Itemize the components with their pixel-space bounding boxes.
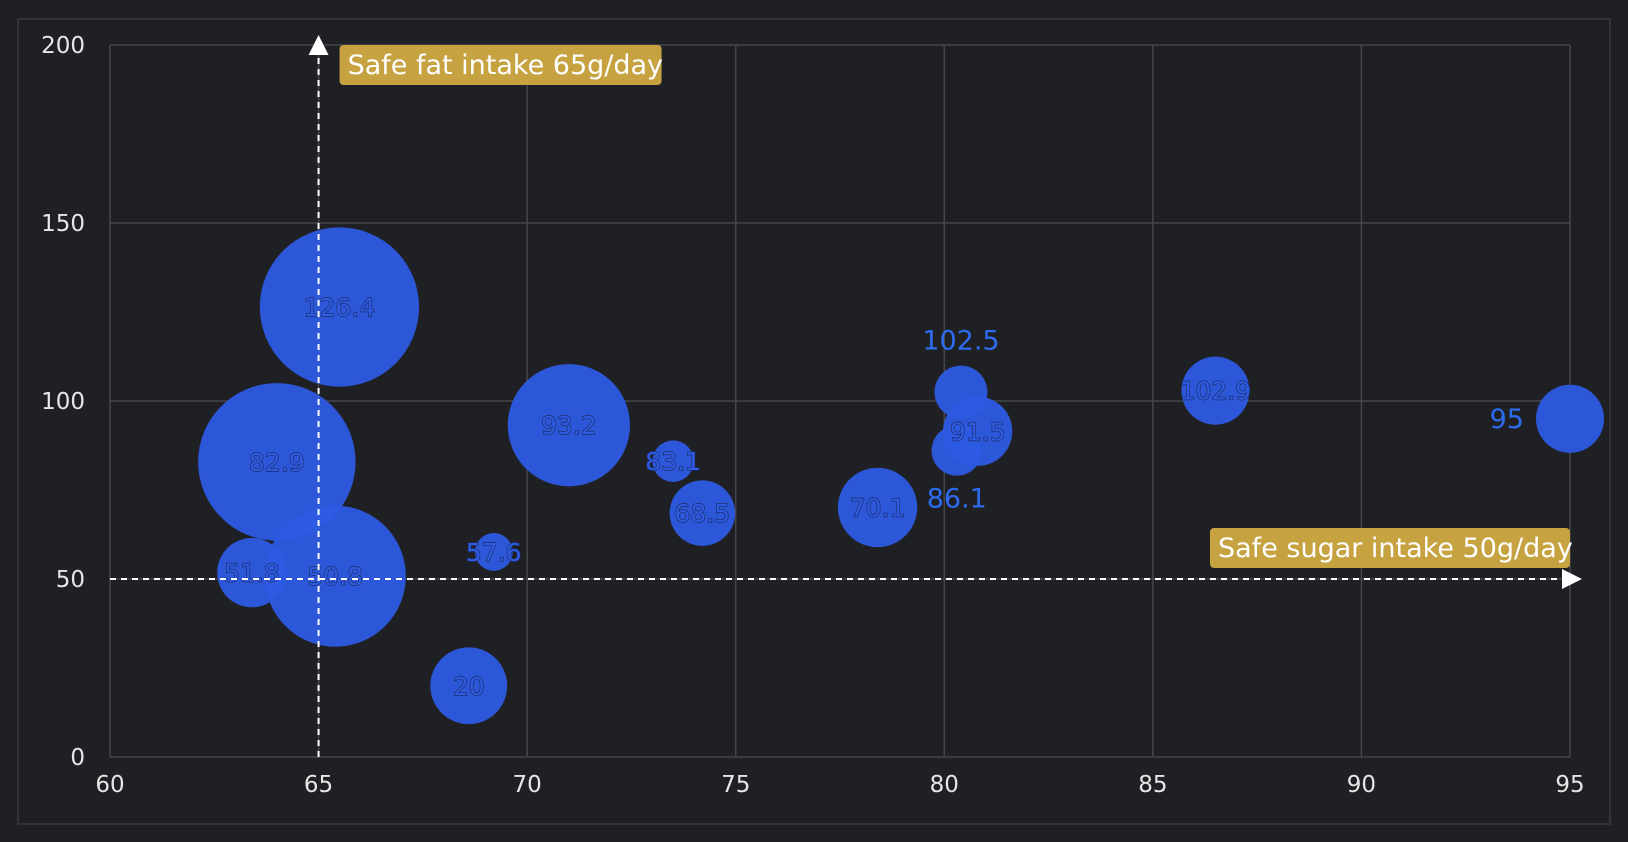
reference-lines: Safe fat intake 65g/day Safe sugar intake… [110, 35, 1582, 757]
bubble-label: 51.8 [224, 559, 280, 588]
x-tick-label: 85 [1138, 772, 1167, 798]
bubble-label: 50.8 [307, 562, 363, 591]
bubble [669, 480, 736, 546]
x-tick-label: 75 [721, 772, 750, 798]
reference-label-fat: Safe fat intake 65g/day [348, 50, 663, 81]
bubble [943, 396, 1013, 466]
bubble [430, 647, 508, 725]
x-tick-label: 65 [304, 772, 333, 798]
y-tick-label: 0 [70, 745, 85, 771]
x-tick-label: 80 [930, 772, 959, 798]
bubble-label: 20 [453, 672, 485, 701]
reference-label-sugar: Safe sugar intake 50g/day [1218, 533, 1573, 564]
x-tick-label: 70 [513, 772, 542, 798]
grid [109, 44, 1571, 758]
bubbles [198, 227, 1605, 725]
bubble-label: 83.1 [645, 447, 701, 476]
reference-label-box [339, 45, 662, 85]
bubble-label: 93.2 [541, 411, 597, 440]
bubble [837, 467, 918, 548]
y-tick-label: 200 [41, 33, 85, 59]
y-tick-label: 100 [41, 389, 85, 415]
bubble-label: 126.4 [304, 293, 376, 322]
bubble [217, 537, 287, 608]
bubble-label: 102.5 [922, 326, 999, 357]
axis-tick-labels: 60 65 70 75 80 85 90 95 0 50 100 150 200 [41, 33, 1585, 798]
bubble [264, 505, 406, 647]
reference-arrow-up [308, 35, 329, 55]
bubble [652, 440, 694, 482]
plot-frame [17, 18, 1611, 825]
bubble-label: 82.9 [249, 448, 305, 477]
x-tick-label: 60 [95, 772, 124, 798]
bubble-label: 68.5 [675, 499, 731, 528]
bubble [474, 533, 513, 571]
reference-label-box [1210, 528, 1570, 568]
bubble-label: 86.1 [927, 484, 987, 515]
bubble-label: 102.9 [1180, 377, 1252, 406]
bubble [507, 364, 630, 487]
reference-arrow-right [1562, 569, 1582, 589]
bubble-label: 70.1 [850, 493, 906, 522]
bubble-label: 95 [1490, 404, 1524, 435]
x-tick-label: 90 [1347, 772, 1376, 798]
y-tick-label: 150 [41, 211, 85, 237]
bubble-label: 57.6 [466, 538, 522, 567]
bubble [259, 227, 420, 387]
bubble-labels: 126.4 82.9 50.8 51.8 93.2 57.6 20 83.1 68.5 70.1 8… [223, 292, 1524, 701]
bubble [1535, 384, 1605, 453]
y-tick-label: 50 [56, 567, 85, 593]
x-tick-label: 95 [1555, 772, 1584, 798]
bubble [198, 383, 356, 541]
bubble [1181, 356, 1250, 425]
bubble-label: 91.5 [950, 417, 1006, 446]
